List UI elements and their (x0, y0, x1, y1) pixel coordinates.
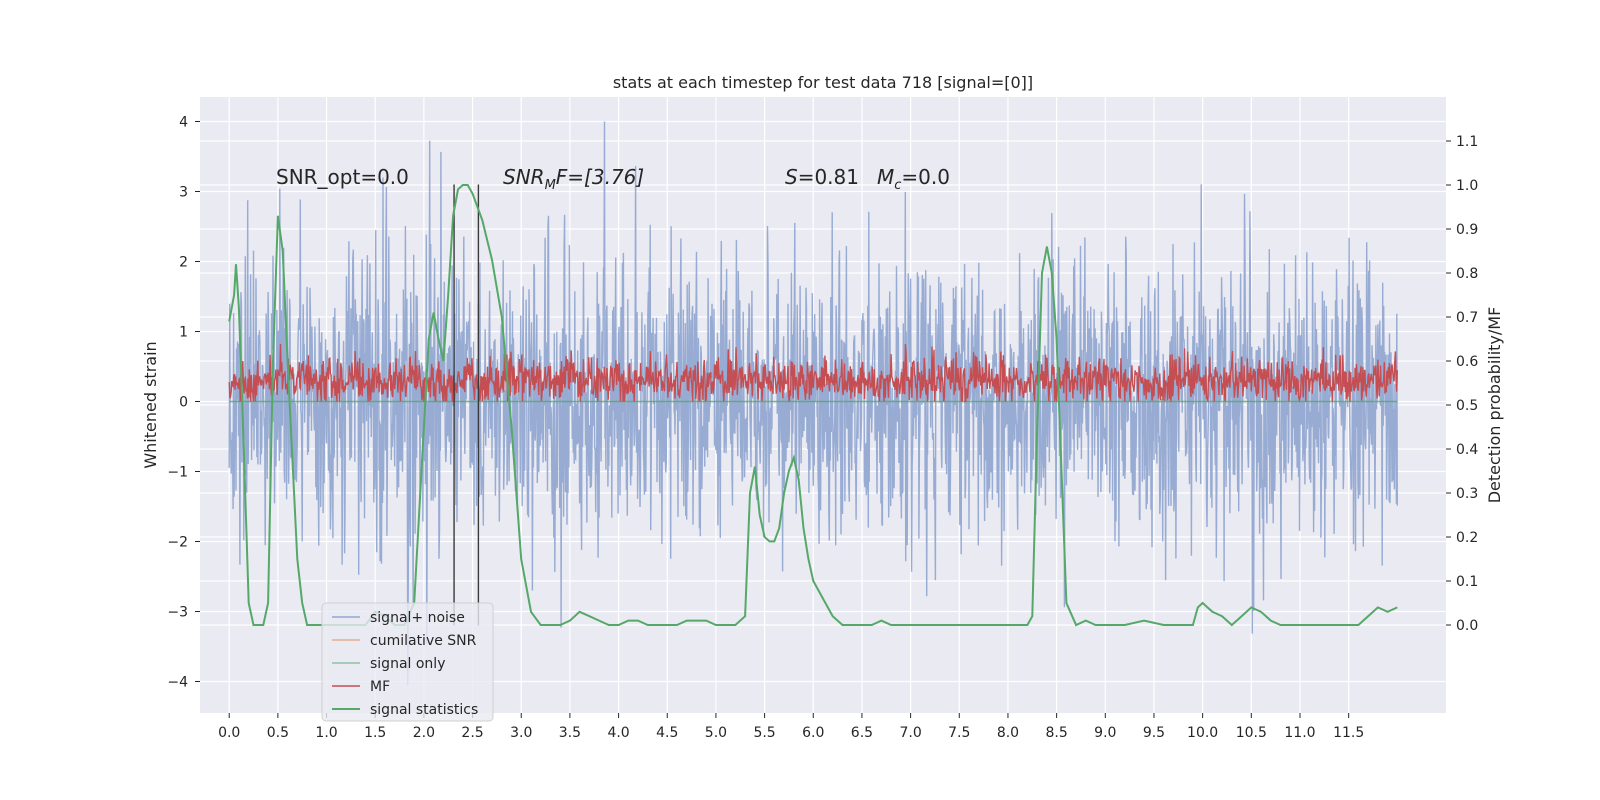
annotation-stat-s-value: =0.81 (798, 165, 859, 189)
y-tick-label: −3 (167, 605, 188, 621)
annotation-snr-mf: SNRMF=[3.76] (503, 165, 644, 193)
x-tick-label: 8.5 (1045, 725, 1067, 741)
annotation-stat-s: S (785, 165, 798, 189)
x-tick-label: 11.0 (1284, 725, 1315, 741)
chart-title: stats at each timestep for test data 718… (613, 73, 1033, 92)
y-tick-label: −1 (167, 465, 188, 481)
x-tick-label: 1.0 (315, 725, 337, 741)
x-tick-label: 6.0 (802, 725, 824, 741)
y-axis-label-right: Detection probability/MF (1485, 307, 1504, 504)
y-right-tick-label: 0.3 (1456, 486, 1478, 502)
annotation-snr-mf-rest: F=[3.76] (556, 165, 644, 189)
y-right-tick-label: 0.6 (1456, 354, 1478, 370)
x-tick-label: 1.5 (364, 725, 386, 741)
axes: 0.0 0.5 1.0 1.5 2.0 2.5 3.0 3.5 4.0 4.5 5.0 5.5 6.0 6… (167, 115, 1478, 742)
annotation-snr-mf-sub: M (545, 178, 556, 193)
y-tick-label: 4 (179, 115, 188, 131)
series-mf (228, 343, 1398, 403)
y-right-tick-label: 0.2 (1456, 530, 1478, 546)
y-tick-label: −2 (167, 535, 188, 551)
x-tick-label: 8.0 (997, 725, 1019, 741)
y-right-tick-label: 0.0 (1456, 618, 1478, 634)
y-tick-label: 1 (179, 325, 188, 341)
y-right-tick-label: 0.9 (1456, 222, 1478, 238)
annotation-stat-mc-value: =0.0 (901, 165, 950, 189)
x-tick-label: 3.5 (559, 725, 581, 741)
x-tick-label: 0.0 (218, 725, 240, 741)
legend-box (321, 602, 494, 722)
legend-label: signal+ noise (370, 610, 465, 626)
x-tick-label: 0.5 (267, 725, 289, 741)
x-tick-label: 2.5 (461, 725, 483, 741)
y-axis-label-left: Whitened strain (141, 341, 160, 468)
legend-label: signal statistics (370, 702, 478, 718)
x-tick-label: 9.5 (1143, 725, 1165, 741)
x-tick-label: 2.0 (413, 725, 435, 741)
y-right-tick-label: 0.8 (1456, 266, 1478, 282)
x-tick-label: 7.5 (948, 725, 970, 741)
legend-label: MF (370, 679, 390, 695)
y-tick-label: 0 (179, 395, 188, 411)
legend-label: cumilative SNR (370, 633, 477, 649)
x-tick-label: 6.5 (851, 725, 873, 741)
x-tick-label: 10.5 (1236, 725, 1267, 741)
x-tick-label: 3.0 (510, 725, 532, 741)
y-right-tick-label: 0.1 (1456, 574, 1478, 590)
y-tick-label: 3 (179, 185, 188, 201)
x-tick-label: 5.5 (753, 725, 775, 741)
legend: signal+ noise cumilative SNR signal only MF… (321, 602, 494, 722)
y-right-tick-label: 0.5 (1456, 398, 1478, 414)
y-right-tick-label: 1.0 (1456, 178, 1478, 194)
annotation-stat-mc-sub: c (894, 178, 901, 193)
y-right-tick-label: 0.7 (1456, 310, 1478, 326)
x-tick-label: 4.0 (607, 725, 629, 741)
x-tick-label: 7.0 (899, 725, 921, 741)
legend-label: signal only (370, 656, 445, 672)
x-tick-label: 11.5 (1333, 725, 1364, 741)
annotation-stats: S=0.81 Mc=0.0 (785, 165, 950, 193)
x-tick-label: 4.5 (656, 725, 678, 741)
y-tick-label: 2 (179, 255, 188, 271)
annotation-snr-opt: SNR_opt=0.0 (276, 165, 409, 189)
x-tick-label: 10.0 (1187, 725, 1218, 741)
x-tick-label: 9.0 (1094, 725, 1116, 741)
annotation-stat-mc: M (877, 165, 894, 189)
y-tick-label: −4 (167, 675, 188, 691)
annotation-snr-mf-main: SNR (503, 165, 545, 189)
series-signal-noise (228, 121, 1398, 686)
x-tick-label: 5.0 (705, 725, 727, 741)
y-right-tick-label: 1.1 (1456, 134, 1478, 150)
y-right-tick-label: 0.4 (1456, 442, 1478, 458)
